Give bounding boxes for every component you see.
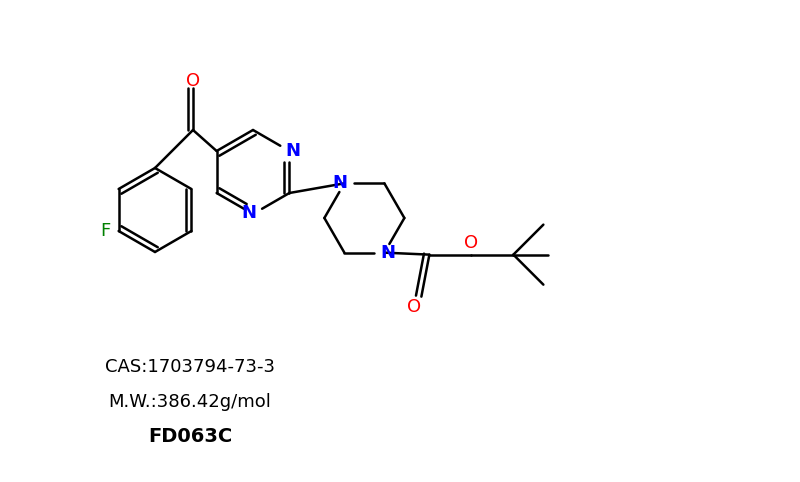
Text: F: F <box>101 222 110 240</box>
Text: M.W.:386.42g/mol: M.W.:386.42g/mol <box>109 393 271 411</box>
Text: CAS:1703794-73-3: CAS:1703794-73-3 <box>105 358 275 376</box>
Text: N: N <box>381 243 396 262</box>
Text: O: O <box>464 234 478 252</box>
Text: O: O <box>407 298 422 316</box>
Text: FD063C: FD063C <box>148 428 232 446</box>
Text: N: N <box>333 174 348 192</box>
Text: N: N <box>242 204 257 222</box>
Text: N: N <box>286 142 301 160</box>
Text: O: O <box>186 72 200 90</box>
